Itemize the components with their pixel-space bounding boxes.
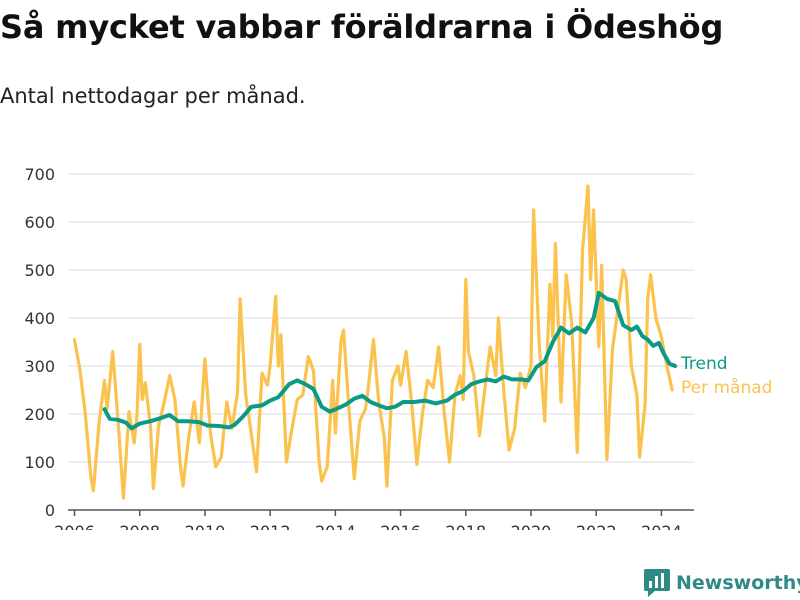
x-tick-label: 2008	[119, 522, 160, 530]
y-tick-label: 300	[24, 357, 55, 376]
x-tick-label: 2024	[641, 522, 682, 530]
y-tick-label: 500	[24, 261, 55, 280]
series-line-per-manad	[72, 184, 674, 500]
x-tick-label: 2020	[511, 522, 552, 530]
legend-label-trend: Trend	[680, 354, 728, 374]
bar-chart-icon	[644, 569, 670, 597]
x-tick-label: 2018	[445, 522, 486, 530]
grid-lines	[68, 173, 694, 463]
y-tick-label: 0	[45, 501, 55, 520]
y-tick-label: 100	[24, 453, 55, 472]
x-tick-label: 2012	[250, 522, 291, 530]
y-tick-label: 200	[24, 405, 55, 424]
x-axis: 2006 2008 2010 2012 2014 2016 2018 2020 2022 2024	[54, 509, 694, 530]
x-tick-label: 2006	[54, 522, 95, 530]
y-tick-label: 700	[24, 165, 55, 184]
x-tick-label: 2022	[576, 522, 617, 530]
chart-title: Så mycket vabbar föräldrarna i Ödeshög	[0, 8, 724, 46]
newsworthy-logo[interactable]: Newsworthy	[644, 568, 800, 598]
y-axis-ticks: 0 100 200 300 400 500 600 700	[24, 165, 55, 520]
legend-label-per-manad: Per månad	[681, 377, 772, 398]
y-tick-label: 400	[24, 309, 55, 328]
x-tick-label: 2010	[185, 522, 226, 530]
series-line-trend	[102, 291, 678, 431]
x-tick-label: 2014	[315, 522, 356, 530]
chart-subtitle: Antal nettodagar per månad.	[0, 84, 306, 108]
brand-name: Newsworthy	[676, 572, 800, 594]
x-tick-label: 2016	[380, 522, 421, 530]
y-tick-label: 600	[24, 213, 55, 232]
